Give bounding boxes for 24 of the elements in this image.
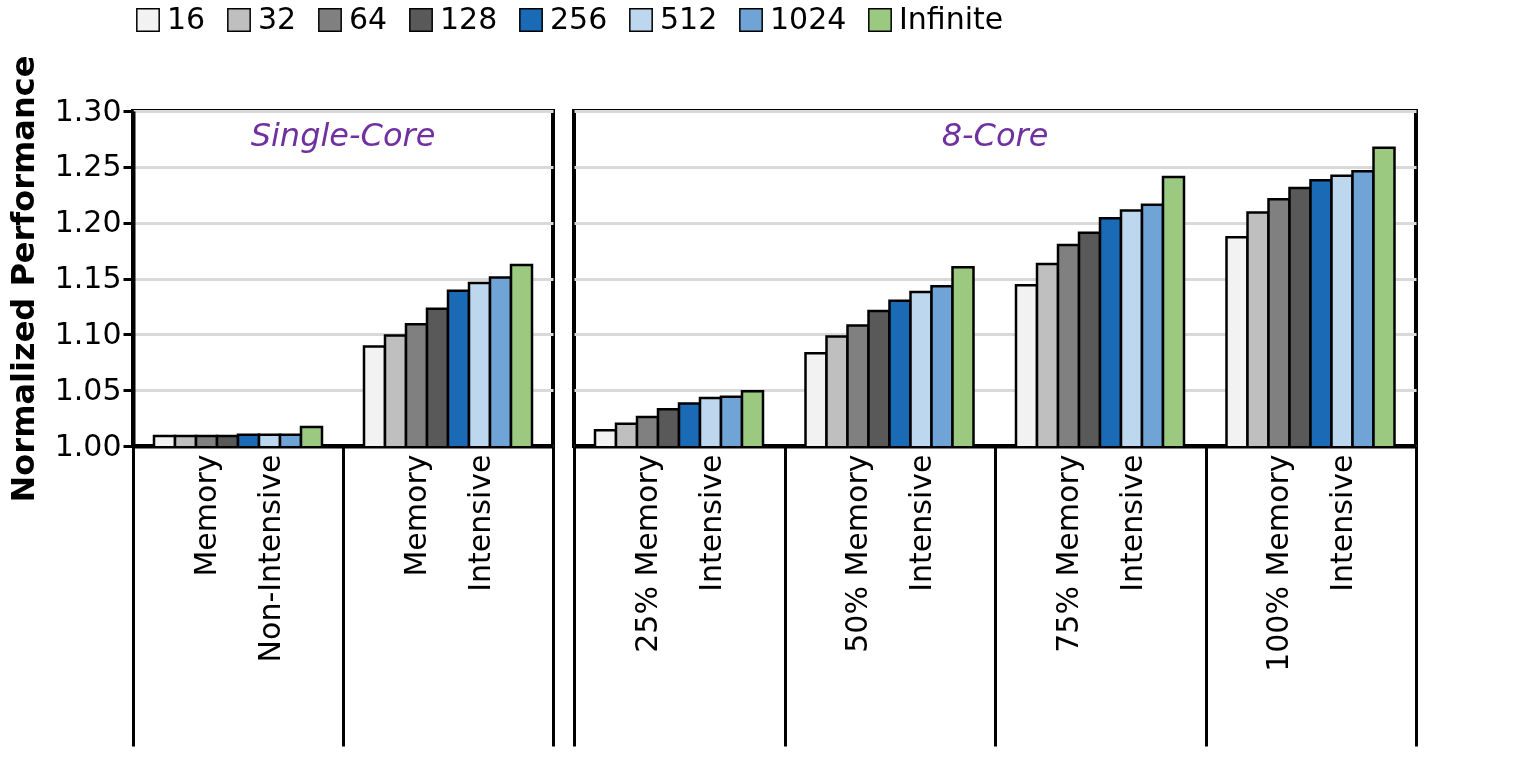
chart-title: Single-Core	[250, 116, 436, 154]
x-tick-label: Memory Intensive	[397, 454, 497, 592]
y-tick-label: 1.25	[54, 148, 122, 184]
legend-label: 128	[440, 1, 498, 36]
x-tick-label: 25% Memory Intensive	[628, 454, 728, 653]
y-tick-label: 1.30	[54, 92, 122, 128]
y-axis-title: Normalized Performance	[3, 55, 42, 503]
x-tick-label: 100% Memory Intensive	[1260, 454, 1360, 672]
y-tick-label: 1.05	[54, 371, 122, 407]
x-tick-label: Memory Non-Intensive	[187, 454, 287, 663]
legend-label: 64	[349, 1, 388, 36]
y-tick-label: 1.20	[54, 204, 122, 240]
legend-label: Infinite	[899, 1, 1004, 36]
legend-label: 512	[660, 1, 718, 36]
x-tick-label: 50% Memory Intensive	[839, 454, 939, 653]
legend-label: 32	[258, 1, 297, 36]
chart-title: 8-Core	[941, 116, 1049, 154]
legend-label: 1024	[770, 1, 847, 36]
x-tick-label: 75% Memory Intensive	[1049, 454, 1149, 653]
y-tick-label: 1.00	[54, 427, 122, 463]
legend-label: 256	[550, 1, 608, 36]
y-tick-label: 1.15	[54, 260, 122, 295]
y-tick-label: 1.10	[54, 315, 122, 351]
legend-label: 16	[167, 1, 206, 36]
